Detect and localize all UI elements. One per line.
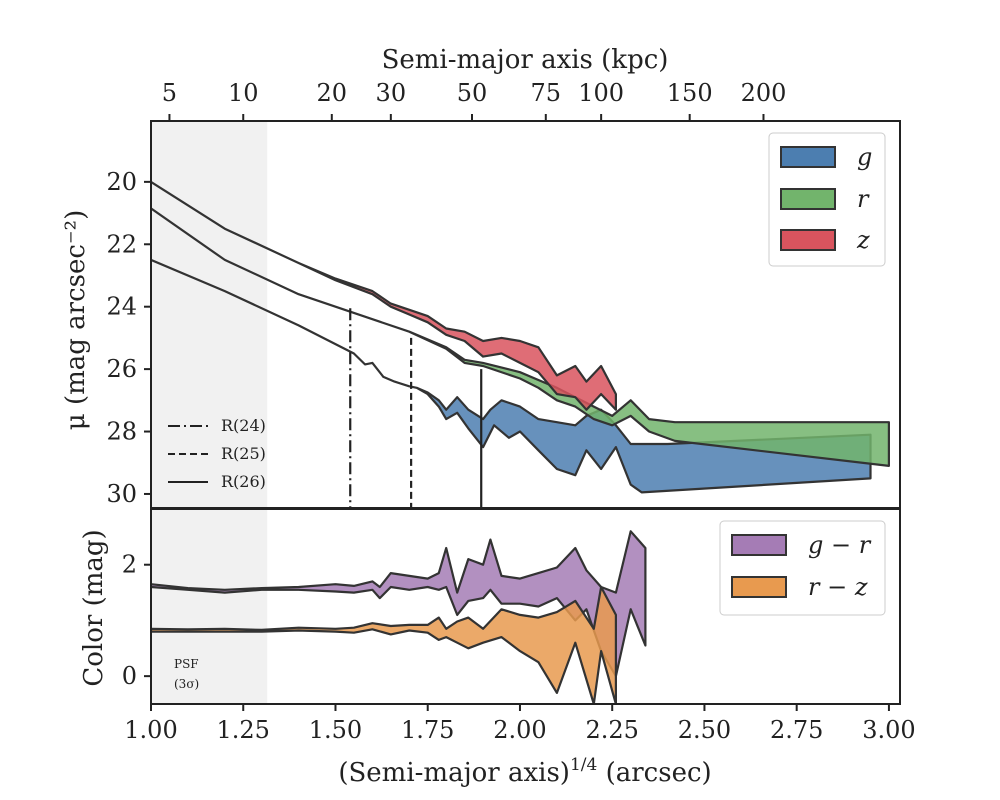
ref-legend-label-24: R(24) bbox=[221, 416, 266, 435]
legend-label-r-z: r − z bbox=[808, 573, 868, 601]
bottom-series bbox=[151, 530, 647, 704]
x-tick-label: 1.75 bbox=[401, 716, 454, 744]
top-tick-label: 75 bbox=[531, 79, 562, 107]
legend-label-g-r: g − r bbox=[808, 531, 872, 559]
x-tick-label: 1.00 bbox=[124, 716, 177, 744]
x-axis-title: (Semi-major axis)1/4 (arcsec) bbox=[338, 755, 711, 788]
color-y-tick-label: 0 bbox=[122, 662, 137, 690]
x-tick-label: 3.00 bbox=[862, 716, 915, 744]
y-tick-label: 22 bbox=[106, 230, 137, 258]
x-axis-title-main: (Semi-major axis) bbox=[338, 758, 570, 788]
band-g-r bbox=[151, 530, 647, 678]
reference-legend: R(24) R(25) R(26) bbox=[168, 416, 266, 491]
x-tick-label: 1.50 bbox=[309, 716, 362, 744]
bottom-x-ticks: 1.00 1.25 1.50 1.75 2.00 2.25 2.50 2.75 3.00 bbox=[124, 704, 916, 744]
x-tick-label: 2.25 bbox=[585, 716, 638, 744]
top-legend: g r z bbox=[768, 132, 886, 267]
top-tick-label: 50 bbox=[457, 79, 488, 107]
psf-region-top bbox=[151, 121, 268, 508]
ref-legend-label-25: R(25) bbox=[221, 444, 266, 463]
ref-legend-label-26: R(26) bbox=[221, 472, 266, 491]
legend-swatch-r bbox=[780, 188, 836, 210]
top-tick-label: 100 bbox=[578, 79, 624, 107]
surface-brightness-panel: 20 22 24 26 28 30 5 10 20 30 50 75 100 150 200 Semi-m… bbox=[61, 45, 901, 509]
top-axis-ticks: 5 10 20 30 50 75 100 150 200 bbox=[162, 79, 787, 121]
y-tick-label: 20 bbox=[106, 168, 137, 196]
y-tick-label: 26 bbox=[106, 355, 137, 383]
top-tick-label: 10 bbox=[228, 79, 259, 107]
x-tick-label: 2.00 bbox=[493, 716, 546, 744]
bottom-legend: g − r r − z bbox=[719, 520, 886, 616]
psf-label-line1: PSF bbox=[174, 657, 199, 671]
bottom-y-axis-title: Color (mag) bbox=[79, 529, 109, 686]
reference-lines bbox=[349, 308, 483, 508]
top-tick-label: 200 bbox=[741, 79, 787, 107]
x-tick-label: 2.50 bbox=[678, 716, 731, 744]
y-tick-label: 24 bbox=[106, 293, 137, 321]
legend-label-g: g bbox=[857, 143, 872, 171]
top-series bbox=[151, 180, 890, 494]
bottom-y-ticks: 02 bbox=[122, 551, 151, 690]
color-panel: 02 1.00 1.25 1.50 1.75 2.00 2.25 2.50 2.75 3.00 … bbox=[79, 508, 916, 788]
bottom-panel-frame bbox=[150, 508, 901, 705]
legend-swatch-g bbox=[780, 146, 836, 168]
top-tick-label: 5 bbox=[162, 79, 177, 107]
top-y-axis-title: μ (mag arcsec⁻²) bbox=[61, 210, 91, 430]
top-axis-title: Semi-major axis (kpc) bbox=[382, 45, 669, 75]
y-tick-label: 30 bbox=[106, 480, 137, 508]
x-axis-title-unit: (arcsec) bbox=[606, 758, 712, 788]
legend-label-r: r bbox=[857, 185, 870, 213]
psf-label-line2: (3σ) bbox=[174, 677, 199, 691]
x-tick-label: 2.75 bbox=[770, 716, 823, 744]
band-r-z bbox=[151, 585, 617, 704]
top-tick-label: 150 bbox=[667, 79, 713, 107]
legend-swatch-g-r bbox=[731, 534, 787, 556]
y-tick-label: 28 bbox=[106, 418, 137, 446]
psf-region-bottom bbox=[151, 509, 268, 704]
legend-label-z: z bbox=[856, 226, 870, 254]
legend-swatch-r-z bbox=[731, 576, 787, 598]
band-z bbox=[151, 180, 617, 411]
x-axis-title-space bbox=[597, 758, 605, 788]
legend-swatch-z bbox=[780, 229, 836, 251]
band-r bbox=[151, 207, 890, 467]
top-y-ticks: 20 22 24 26 28 30 bbox=[106, 168, 151, 508]
x-tick-label: 1.25 bbox=[217, 716, 270, 744]
x-axis-title-exponent: 1/4 bbox=[570, 755, 597, 775]
top-tick-label: 30 bbox=[376, 79, 407, 107]
color-y-tick-label: 2 bbox=[122, 551, 137, 579]
top-tick-label: 20 bbox=[317, 79, 348, 107]
